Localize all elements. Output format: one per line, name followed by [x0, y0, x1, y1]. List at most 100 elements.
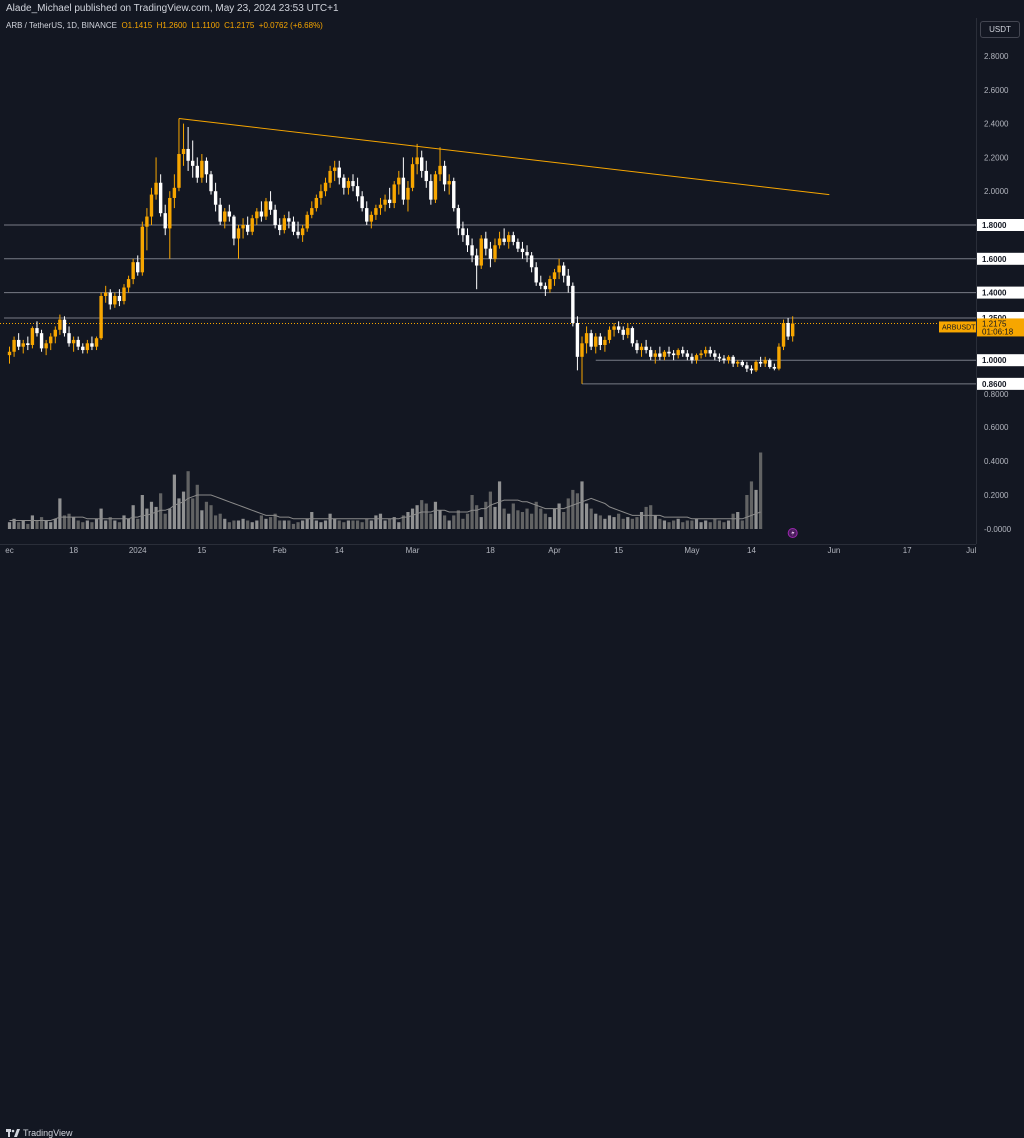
candle-body — [474, 255, 479, 266]
candle-body — [740, 361, 744, 366]
candle-body — [191, 160, 195, 166]
symbol-name: ARB / TetherUS, 1D, BINANCE — [6, 21, 117, 30]
volume-bar — [149, 501, 154, 529]
candle-body — [136, 262, 140, 273]
candle-body — [296, 231, 300, 236]
candle-body — [131, 262, 135, 280]
candle-body — [81, 346, 85, 351]
price-tag-value: 1.2175 — [982, 319, 1007, 328]
candle-body — [126, 279, 131, 288]
currency-button[interactable]: USDT — [980, 21, 1020, 38]
tradingview-icon — [6, 1129, 20, 1138]
volume-bar — [726, 520, 731, 529]
volume-bar — [218, 513, 222, 529]
price-axis-label: 1.4000 — [982, 289, 1007, 298]
volume-bar — [333, 518, 337, 529]
volume-bar — [383, 520, 387, 529]
chart-svg: 2.8000 2.6000 2.4000 2.2000 2.0000 1.8000 1.60… — [0, 52, 1024, 555]
volume-bar — [177, 498, 181, 529]
candle-body — [639, 346, 644, 351]
candle-body — [58, 319, 62, 330]
candle-body — [310, 208, 314, 215]
volume-bar — [722, 522, 726, 529]
volume-bar — [172, 474, 176, 529]
price-axis[interactable] — [976, 18, 1024, 544]
volume-bar — [191, 498, 195, 529]
candle-body — [575, 323, 580, 357]
legend-high: H1.2600 — [156, 21, 187, 30]
candle-body — [676, 350, 680, 356]
price-axis-label: 2.4000 — [984, 120, 1009, 129]
volume-bar — [543, 513, 547, 529]
volume-bar — [685, 520, 689, 529]
candle-body — [181, 148, 186, 155]
candle-body — [195, 165, 199, 178]
volume-bar — [465, 513, 470, 529]
volume-bar — [136, 518, 140, 529]
volume-bar — [163, 513, 167, 529]
candle-body — [346, 181, 351, 188]
candle-body — [378, 204, 383, 209]
volume-bar — [351, 520, 355, 529]
candle-body — [438, 165, 442, 175]
candle-body — [731, 356, 735, 364]
volume-bar — [424, 503, 428, 529]
published-text: Alade_Michael published on TradingView.c… — [6, 3, 339, 14]
volume-bar — [378, 513, 383, 529]
volume-bar — [301, 520, 305, 529]
volume-bar — [305, 518, 309, 529]
volume-bar — [406, 512, 410, 529]
candle-body — [332, 167, 337, 171]
price-tag-bg — [977, 318, 1024, 337]
candle-body — [67, 333, 71, 344]
candle-body — [337, 167, 341, 178]
time-axis[interactable] — [0, 544, 976, 565]
time-axis-label: May — [684, 546, 699, 555]
candle-body — [681, 350, 685, 354]
volume-bar — [21, 520, 25, 529]
time-axis-label: 17 — [903, 546, 912, 555]
chart-plot-area[interactable] — [0, 18, 976, 544]
volume-bar — [626, 517, 630, 529]
volume-bar — [617, 513, 621, 529]
volume-bar — [209, 505, 213, 529]
candle-body — [241, 225, 245, 229]
candle-body — [278, 225, 282, 231]
candle-body — [53, 329, 57, 337]
volume-bar — [278, 520, 282, 529]
volume-bar — [658, 518, 662, 529]
volume-bar — [511, 503, 515, 529]
candle-body — [71, 339, 76, 344]
candle-body — [39, 333, 44, 349]
legend-close: C1.2175 — [224, 21, 255, 30]
price-axis-label: 2.0000 — [984, 187, 1009, 196]
volume-bar — [236, 520, 241, 529]
volume-bar — [470, 495, 474, 529]
candle-body — [158, 182, 163, 214]
volume-bar — [72, 517, 76, 529]
candle-body — [703, 350, 708, 354]
time-axis-label: Feb — [273, 546, 287, 555]
tradingview-logo[interactable]: TradingView — [6, 1128, 73, 1138]
candle-body — [149, 194, 154, 217]
candle-body — [790, 323, 795, 337]
volume-bar — [314, 520, 318, 529]
volume-bar — [186, 471, 190, 529]
brand-name: TradingView — [23, 1128, 73, 1138]
candle-body — [186, 148, 190, 161]
candle-body — [209, 174, 213, 192]
volume-bar — [49, 522, 53, 529]
volume-bar — [447, 520, 451, 529]
candle-body — [49, 336, 53, 344]
publish-bar: Alade_Michael published on TradingView.c… — [0, 0, 1024, 18]
candle-body — [470, 245, 474, 256]
volume-bar — [328, 513, 332, 529]
time-axis-label: 15 — [197, 546, 206, 555]
symbol-legend: ARB / TetherUS, 1D, BINANCE O1.1415 H1.2… — [6, 21, 323, 30]
volume-bar — [365, 518, 369, 529]
volume-bar — [672, 520, 676, 529]
candle-body — [314, 197, 319, 209]
volume-bar — [681, 522, 685, 529]
candle-body — [594, 336, 598, 347]
volume-bar — [181, 491, 186, 529]
